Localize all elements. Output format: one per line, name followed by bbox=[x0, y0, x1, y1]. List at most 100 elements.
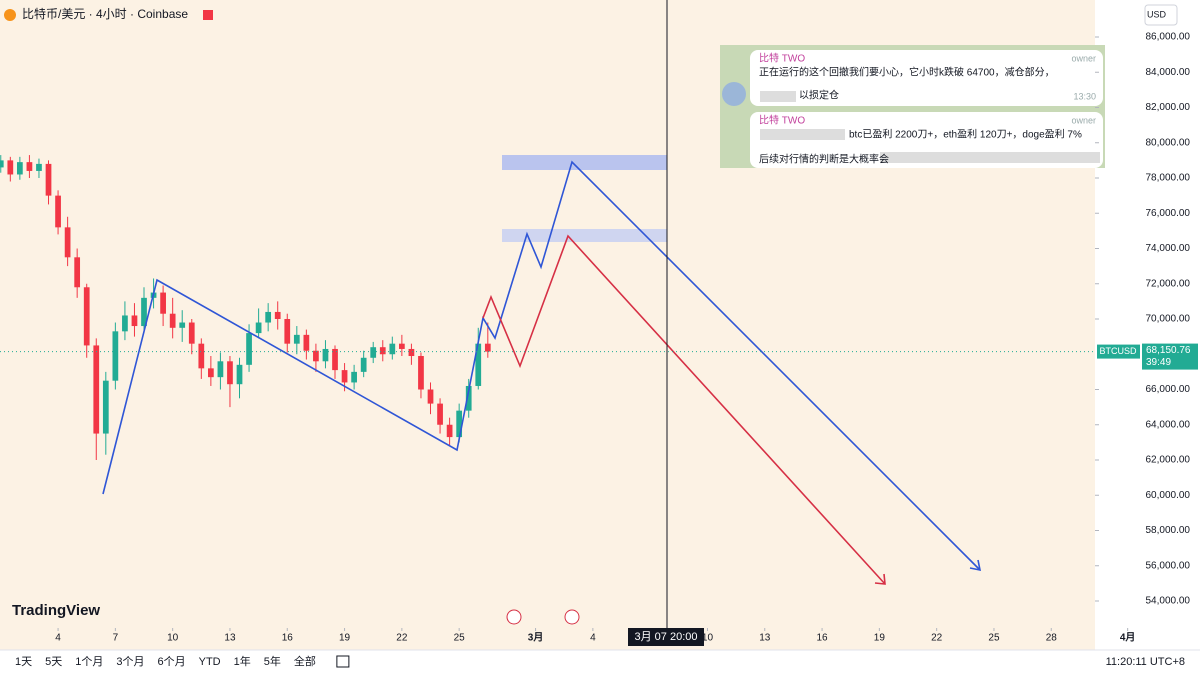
x-tick-label: 4 bbox=[55, 633, 61, 644]
message-line: 正在运行的这个回撤我们要小心，它小时k跌破 64700，减仓部分， bbox=[759, 66, 1055, 79]
crosshair-label: 3月 07 20:00 bbox=[635, 631, 698, 643]
coin-icon bbox=[4, 9, 16, 21]
message-line: btc已盈利 2200刀+，eth盈利 120刀+，doge盈利 7% bbox=[849, 129, 1082, 141]
currency-box[interactable] bbox=[1144, 4, 1178, 26]
zone bbox=[502, 155, 667, 170]
range-button[interactable]: 全部 bbox=[294, 654, 316, 668]
price-axis-background bbox=[1095, 0, 1200, 650]
range-button[interactable]: 6个月 bbox=[158, 655, 186, 668]
candle-body bbox=[322, 348, 329, 362]
candle-body bbox=[122, 315, 128, 332]
y-tick-label: 84,000.00 bbox=[1146, 67, 1191, 78]
candle-body bbox=[274, 311, 281, 319]
range-button[interactable]: 3个月 bbox=[116, 655, 144, 668]
y-tick-label: 72,000.00 bbox=[1146, 278, 1191, 289]
candle-body bbox=[475, 343, 482, 386]
range-button[interactable]: 5天 bbox=[45, 656, 62, 668]
y-tick-label: 78,000.00 bbox=[1146, 173, 1191, 184]
y-tick-label: 80,000.00 bbox=[1146, 137, 1191, 148]
price-tag bbox=[1142, 343, 1198, 370]
sender: 比特 TWO bbox=[759, 115, 805, 127]
y-tick-label: 54,000.00 bbox=[1146, 596, 1191, 607]
candle-body bbox=[246, 333, 252, 365]
range-button[interactable]: 1天 bbox=[15, 656, 32, 668]
candle-body bbox=[370, 347, 377, 358]
currency[interactable]: USD bbox=[1147, 9, 1167, 19]
candle-body bbox=[179, 322, 186, 328]
candle-body bbox=[418, 356, 424, 390]
x-tick-label: 22 bbox=[931, 633, 943, 644]
candle-body bbox=[284, 318, 291, 344]
candle-body bbox=[389, 343, 396, 355]
zone bbox=[502, 229, 667, 242]
symbol-label: BTCUSD bbox=[1099, 346, 1137, 356]
candle-body bbox=[217, 361, 224, 378]
x-tick-label: 4 bbox=[590, 633, 596, 644]
x-tick-label: 4月 bbox=[1120, 632, 1136, 644]
candle-body bbox=[188, 322, 195, 344]
role: owner bbox=[1071, 115, 1096, 125]
projection-line bbox=[102, 160, 981, 571]
time: 13:30 bbox=[1073, 91, 1096, 101]
candle-body bbox=[227, 361, 233, 385]
candle-body bbox=[83, 287, 90, 346]
range-button[interactable]: 5年 bbox=[264, 654, 281, 668]
plot bbox=[0, 155, 491, 460]
arrowhead bbox=[874, 573, 886, 585]
y-tick-label: 62,000.00 bbox=[1146, 455, 1191, 466]
candle-body bbox=[141, 297, 147, 327]
message-line: 以损定仓 bbox=[799, 89, 839, 102]
x-tick-label: 19 bbox=[874, 633, 886, 644]
candle-body bbox=[45, 163, 52, 196]
sender: 比特 TWO bbox=[759, 53, 805, 65]
x-tick-label: 10 bbox=[702, 633, 714, 644]
candle-body bbox=[484, 343, 491, 352]
candle-body bbox=[26, 162, 33, 171]
candle-body bbox=[236, 364, 243, 385]
x-tick-label: 13 bbox=[759, 633, 771, 644]
y-tick-label: 60,000.00 bbox=[1146, 490, 1191, 501]
arrowhead bbox=[969, 559, 982, 572]
message-overlay: 比特 TWO owner 正在运行的这个回撤我们要小心，它小时k跌破 64700，减… bbox=[720, 45, 1105, 168]
y-tick-label: 86,000.00 bbox=[1146, 32, 1191, 43]
price-label: 68,150.76 bbox=[1146, 345, 1191, 356]
event-icon bbox=[564, 609, 580, 625]
range-button[interactable]: 1个月 bbox=[75, 655, 103, 668]
message-bubble bbox=[750, 50, 1103, 106]
y-tick-label: 74,000.00 bbox=[1146, 243, 1191, 254]
candle-body bbox=[465, 385, 472, 411]
candle-body bbox=[0, 160, 4, 168]
clock: 11:20:11 UTC+8 bbox=[1106, 656, 1185, 668]
candle-body bbox=[93, 345, 100, 434]
x-tick-label: 13 bbox=[224, 633, 236, 644]
symbol-title: 比特币/美元 · 4小时 · Coinbase bbox=[22, 6, 188, 21]
candle-body bbox=[446, 424, 453, 438]
candle-body bbox=[303, 334, 310, 351]
candle-body bbox=[16, 162, 23, 175]
x-tick-label: 16 bbox=[282, 633, 294, 644]
candle-body bbox=[293, 334, 300, 344]
range-button[interactable]: YTD bbox=[199, 656, 221, 668]
x-tick-label: 25 bbox=[454, 633, 466, 644]
candle-body bbox=[360, 357, 367, 372]
avatar bbox=[722, 82, 746, 106]
candle-body bbox=[379, 347, 386, 355]
range-button[interactable]: 1年 bbox=[234, 654, 251, 668]
message-line: 后续对行情的判断是大概率会 bbox=[759, 153, 889, 166]
y-tick-label: 82,000.00 bbox=[1146, 102, 1191, 113]
candle-body bbox=[456, 410, 463, 438]
candle-body bbox=[332, 348, 338, 371]
calendar-icon[interactable] bbox=[336, 655, 350, 668]
candle-body bbox=[7, 160, 14, 175]
candle-body bbox=[131, 315, 138, 327]
candle-body bbox=[36, 163, 42, 171]
candle-body bbox=[265, 311, 272, 323]
crosshair-label-box bbox=[628, 628, 704, 646]
symbol-tag bbox=[1097, 344, 1140, 359]
projection-line bbox=[482, 234, 886, 585]
y-tick-label: 70,000.00 bbox=[1146, 314, 1191, 325]
y-tick-label: 64,000.00 bbox=[1146, 419, 1191, 430]
candle-body bbox=[198, 343, 205, 369]
time-axis-background bbox=[0, 628, 1095, 650]
